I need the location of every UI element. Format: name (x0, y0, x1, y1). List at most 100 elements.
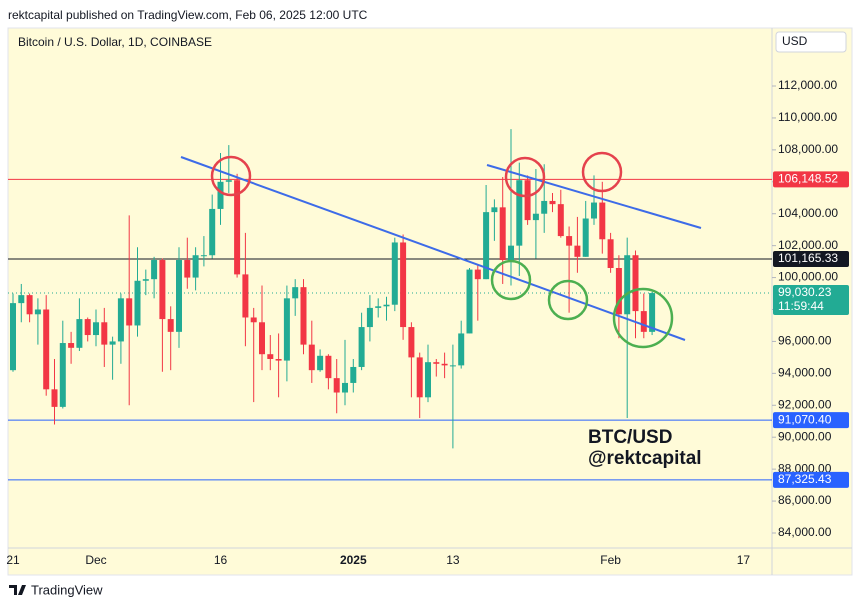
y-tick-label: 110,000.00 (778, 110, 837, 124)
highlight-circle (581, 151, 623, 193)
highlight-circle (612, 287, 674, 349)
candle-body (425, 362, 431, 398)
candle-body (375, 306, 382, 308)
candle-body (109, 341, 116, 345)
logo-mark (9, 585, 26, 595)
candle-body (192, 255, 199, 278)
candle-body (34, 309, 41, 315)
currency-box[interactable] (775, 31, 847, 53)
candle-body (350, 366, 357, 383)
candle-body (516, 180, 523, 246)
annotation: @rektcapital (588, 448, 702, 469)
y-tick-label: 90,000.00 (778, 429, 832, 443)
chart-pane (7, 27, 853, 576)
candle-body (209, 208, 216, 256)
candle-body (541, 200, 548, 214)
candle-body (342, 382, 348, 393)
candle-body (84, 319, 91, 336)
candle-body (524, 180, 531, 221)
candle-body (242, 274, 249, 318)
candle-body (184, 260, 191, 278)
candle-body (566, 236, 573, 246)
trendline (486, 164, 702, 229)
candle-body (283, 298, 290, 361)
candle-body (400, 242, 407, 328)
candle-body (317, 355, 324, 371)
candle-body (574, 245, 581, 257)
highlight-circle (504, 156, 546, 198)
candle-body (499, 207, 506, 261)
candle-body (458, 333, 465, 366)
candle-body (591, 202, 597, 219)
candle-body (333, 378, 340, 393)
x-tick-label: 13 (446, 553, 460, 567)
x-tick-label: Feb (600, 553, 621, 567)
candle-body (549, 200, 556, 205)
candle-body (159, 260, 166, 320)
candle-body (607, 239, 614, 268)
candle-body (640, 311, 647, 332)
candle-body (441, 363, 448, 366)
candle-body (134, 280, 141, 326)
price-label: 101,165.33 (778, 251, 838, 265)
candle-body (225, 180, 232, 182)
x-tick-label: 21 (6, 553, 20, 567)
candle-body (615, 267, 622, 315)
symbol-title: Bitcoin / U.S. Dollar, 1D, COINBASE (18, 35, 212, 49)
candle-body (532, 213, 539, 221)
candle-body (408, 327, 415, 358)
candle-body (267, 354, 274, 359)
drawings (180, 151, 702, 349)
brand-name: TradingView (31, 582, 103, 597)
x-tick-label: 17 (737, 553, 751, 567)
x-tick-label: 16 (214, 553, 228, 567)
price-label-box (773, 412, 849, 429)
x-tick-label: 2025 (340, 553, 367, 567)
candle-body (126, 298, 133, 326)
candle-body (433, 362, 440, 364)
price-label: 91,070.40 (778, 412, 832, 426)
candle-body (308, 344, 315, 371)
candle-body (142, 279, 149, 281)
candle-body (76, 319, 83, 348)
candle-body (391, 242, 398, 305)
candle-body (466, 269, 473, 334)
y-tick-label: 88,000.00 (778, 461, 832, 475)
price-label-box (773, 471, 849, 488)
candle-body (68, 343, 75, 348)
candle-body (10, 303, 16, 371)
candle-body (93, 322, 99, 336)
price-label: 87,325.43 (778, 472, 832, 486)
y-tick-label: 100,000.00 (778, 270, 838, 284)
annotation: BTC/USD (588, 427, 672, 448)
currency-label[interactable]: USD (782, 34, 808, 48)
candle-body (366, 307, 373, 328)
candle-body (358, 327, 365, 367)
candle-body (649, 293, 656, 332)
candle-body (151, 260, 158, 280)
candle-body (43, 309, 50, 390)
price-label: 99,030.23 (778, 285, 832, 299)
highlight-circle (547, 279, 589, 321)
candle-body (557, 204, 564, 237)
y-tick-label: 86,000.00 (778, 493, 832, 507)
candle-body (508, 245, 514, 261)
price-label: 106,148.52 (778, 172, 838, 186)
candle-body (101, 322, 108, 345)
candle-body (624, 255, 631, 315)
candle-body (383, 304, 390, 307)
candle-body (259, 322, 265, 355)
candle-body (18, 295, 25, 304)
candle-body (491, 207, 498, 213)
tradingview-logo: TradingView (9, 582, 103, 597)
candle-body (167, 319, 174, 332)
candle-body (234, 180, 241, 275)
y-tick-label: 104,000.00 (778, 206, 838, 220)
y-tick-label: 102,000.00 (778, 238, 838, 252)
y-tick-label: 94,000.00 (778, 366, 832, 380)
y-tick-label: 84,000.00 (778, 525, 832, 539)
price-label-box (773, 285, 849, 316)
candle-body (117, 298, 124, 342)
candle-body (275, 358, 282, 361)
